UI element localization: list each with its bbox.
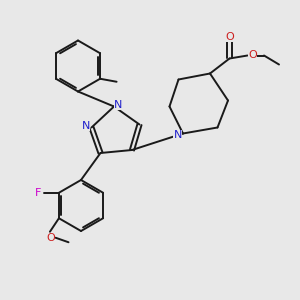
Text: F: F (35, 188, 42, 198)
Text: N: N (114, 100, 122, 110)
Text: O: O (225, 32, 234, 42)
Text: O: O (46, 233, 55, 243)
Text: N: N (173, 130, 182, 140)
Text: N: N (82, 121, 90, 131)
Text: O: O (248, 50, 257, 61)
